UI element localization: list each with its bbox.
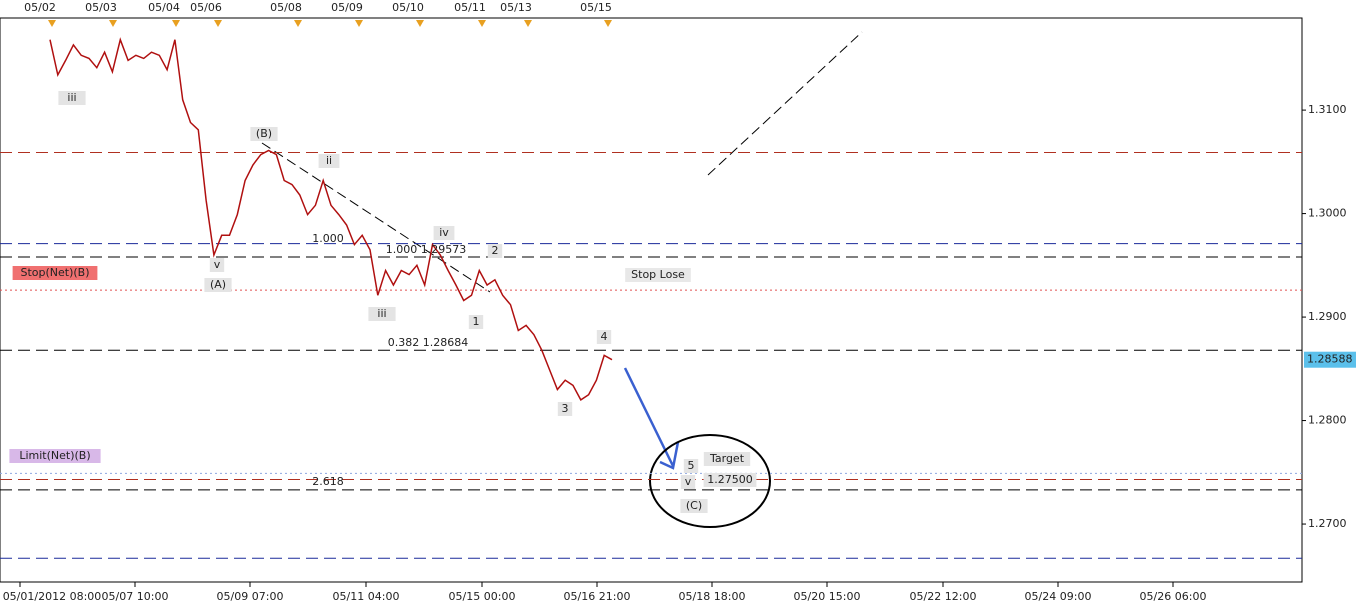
annotation-box [703,452,751,466]
x-tick-label: 05/11 04:00 [333,590,400,603]
annotation-box [487,244,503,258]
date-label: 05/10 [392,1,424,14]
date-marker [48,20,56,27]
annotation-box [468,315,484,329]
date-label: 05/09 [331,1,363,14]
annotation-box [9,449,101,463]
annotation-box [209,258,225,272]
date-marker [109,20,117,27]
x-tick-label: 05/16 21:00 [564,590,631,603]
annotation-box [596,330,612,344]
x-tick-label: 05/01/2012 08:00 [3,590,102,603]
annotation-box [680,499,708,513]
date-label: 05/11 [454,1,486,14]
y-tick-label: 1.2800 [1308,414,1347,427]
date-marker [478,20,486,27]
x-tick-label: 05/24 09:00 [1025,590,1092,603]
annotation: 1 [473,315,480,328]
x-tick-label: 05/07 10:00 [102,590,169,603]
date-marker [604,20,612,27]
annotation-box [368,307,396,321]
annotation-box [625,268,691,282]
annotation: 0.382 1.28684 [388,336,468,349]
date-marker [294,20,302,27]
annotation-box [433,226,455,240]
annotation: 2 [492,244,499,257]
target-circle [649,434,771,528]
last-price-box [1304,351,1356,368]
last-price-label: 1.28588 [1307,353,1353,366]
annotation: 1.27500 [707,473,753,486]
annotation-box [703,473,757,487]
date-marker [355,20,363,27]
x-tick-label: 05/20 15:00 [794,590,861,603]
x-tick-label: 05/15 00:00 [449,590,516,603]
date-marker [416,20,424,27]
annotation: (C) [686,499,702,512]
date-label: 05/03 [85,1,117,14]
annotation-box [557,402,573,416]
x-tick-label: 05/26 06:00 [1140,590,1207,603]
annotation: 2.618 [312,475,344,488]
date-label: 05/13 [500,1,532,14]
date-marker [214,20,222,27]
date-marker [524,20,532,27]
x-tick-label: 05/18 18:00 [679,590,746,603]
annotation: Stop(Net)(B) [20,266,89,279]
annotation: iv [439,226,449,239]
annotation-box [318,154,340,168]
annotation-box [12,266,98,280]
annotation-box [204,278,232,292]
annotation: 3 [562,402,569,415]
annotation: Stop Lose [631,268,685,281]
annotation: Target [709,452,745,465]
x-tick-label: 05/09 07:00 [217,590,284,603]
date-label: 05/08 [270,1,302,14]
date-label: 05/02 [24,1,56,14]
y-tick-label: 1.2700 [1308,517,1347,530]
price-line [49,37,613,401]
date-label: 05/15 [580,1,612,14]
annotation: iii [67,91,76,104]
annotation: ii [326,154,332,167]
annotation: Limit(Net)(B) [19,449,90,462]
y-tick-label: 1.3100 [1308,103,1347,116]
annotation: 4 [601,330,608,343]
date-label: 05/06 [190,1,222,14]
y-tick-label: 1.2900 [1308,310,1347,323]
annotation: (A) [210,278,226,291]
annotation: v [685,475,692,488]
x-tick-label: 05/22 12:00 [910,590,977,603]
y-tick-label: 1.3000 [1308,207,1347,220]
plot-area [0,17,1303,583]
trend-line [707,31,863,176]
annotation-box [58,91,86,105]
date-label: 05/04 [148,1,180,14]
annotation: 1.000 [312,232,344,245]
annotation-box [250,127,278,141]
annotation: iii [377,307,386,320]
annotation-box [680,475,696,489]
annotation: (B) [256,127,272,140]
annotation: 5 [688,459,695,472]
date-marker [172,20,180,27]
annotation-box [683,459,699,473]
trend-line [261,142,491,293]
annotation: v [214,258,221,271]
annotation: 1.000 1.29573 [386,243,466,256]
